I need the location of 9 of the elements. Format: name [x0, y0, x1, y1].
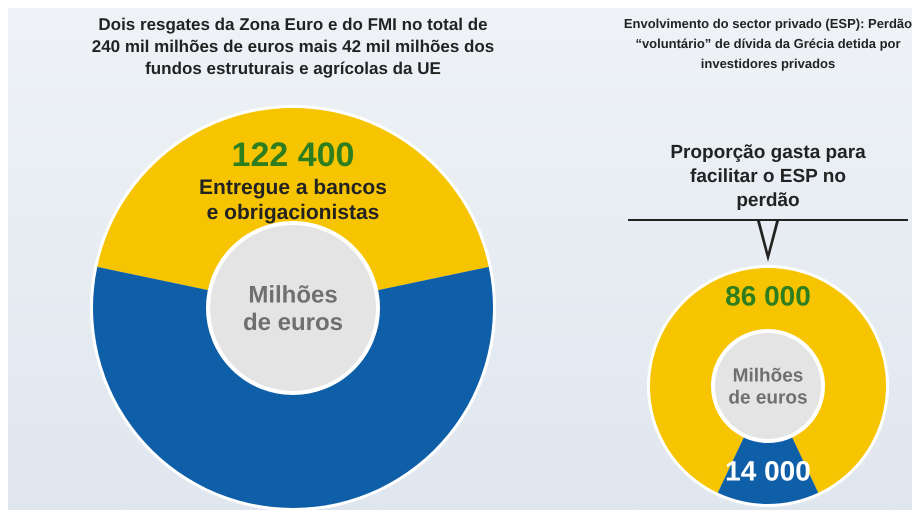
chart-title: Dois resgates da Zona Euro e do FMI no total de 240 mil milhões de euros mais 42 mil milhões dos fundos estruturais e agrícolas da UE — [92, 15, 494, 78]
text: Milhões de euros — [728, 366, 808, 409]
chart-title: Envolvimento do sector privado (ESP): Perdão “voluntário” de dívida da Grécia detida por investidores privados — [624, 16, 912, 71]
text: Milhões de euros — [242, 282, 344, 336]
data-label: 122 400 — [232, 136, 354, 174]
text: Proporção gasta para facilitar o ESP no perdão — [670, 142, 866, 211]
data-label: 86 000 — [725, 280, 811, 312]
slice-label: Entregue a bancos e obrigacionistas — [199, 176, 387, 224]
data-label: 14 000 — [725, 456, 811, 486]
